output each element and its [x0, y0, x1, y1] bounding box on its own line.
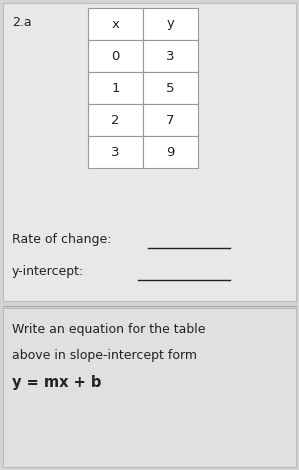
Bar — [143, 40, 198, 72]
Bar — [88, 136, 143, 168]
Text: y-intercept:: y-intercept: — [12, 266, 84, 279]
Text: 1: 1 — [111, 81, 120, 94]
Text: x: x — [112, 17, 119, 31]
Bar — [143, 136, 198, 168]
Text: 0: 0 — [111, 49, 120, 63]
Text: 3: 3 — [166, 49, 175, 63]
Bar — [88, 40, 143, 72]
Bar — [143, 72, 198, 104]
Text: Write an equation for the table: Write an equation for the table — [12, 323, 205, 337]
Text: 2.a: 2.a — [12, 16, 32, 29]
Text: 3: 3 — [111, 146, 120, 158]
Bar — [143, 104, 198, 136]
Text: 7: 7 — [166, 113, 175, 126]
Bar — [88, 72, 143, 104]
Bar — [88, 104, 143, 136]
Text: 2: 2 — [111, 113, 120, 126]
Text: y = mx + b: y = mx + b — [12, 375, 101, 390]
Text: 5: 5 — [166, 81, 175, 94]
Text: Rate of change:: Rate of change: — [12, 234, 112, 246]
Bar — [143, 8, 198, 40]
Bar — [88, 8, 143, 40]
Text: above in slope-intercept form: above in slope-intercept form — [12, 348, 197, 361]
Text: y: y — [167, 17, 174, 31]
Text: 9: 9 — [166, 146, 175, 158]
Bar — [3, 308, 296, 467]
Bar — [3, 3, 296, 301]
